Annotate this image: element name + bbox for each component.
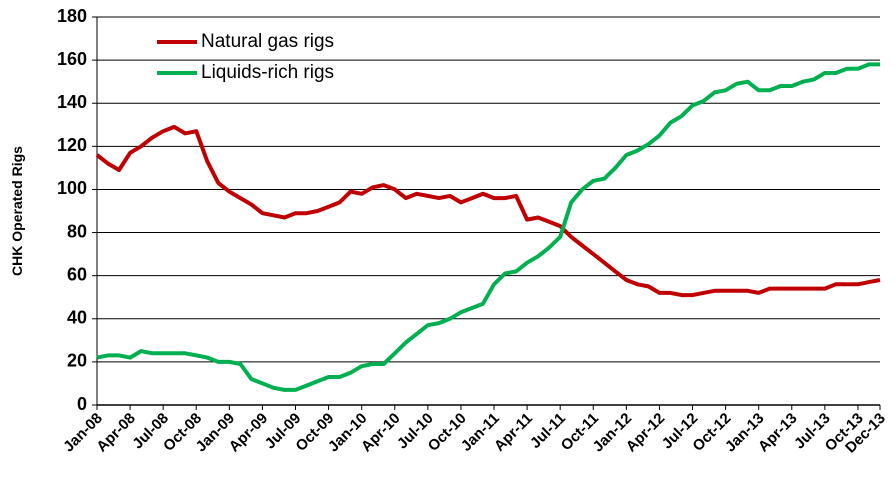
y-tick-label: 0 [77,394,87,414]
data-line [95,124,881,298]
y-tick-label: 40 [67,308,87,328]
legend-label: Liquids-rich rigs [201,62,334,83]
y-axis-label: CHK Operated Rigs [9,146,25,276]
y-tick-label: 160 [57,49,87,69]
y-tick-label: 120 [57,135,87,155]
x-tick-label: Apr-11 [491,410,536,455]
y-tick-label: 60 [67,264,87,284]
y-tick-label: 100 [57,178,87,198]
y-tick-label: 180 [57,6,87,26]
data-line [96,62,880,392]
y-tick-label: 20 [67,351,87,371]
y-tick-label: 140 [57,92,87,112]
legend-label: Natural gas rigs [201,31,334,52]
y-tick-label: 80 [67,221,87,241]
